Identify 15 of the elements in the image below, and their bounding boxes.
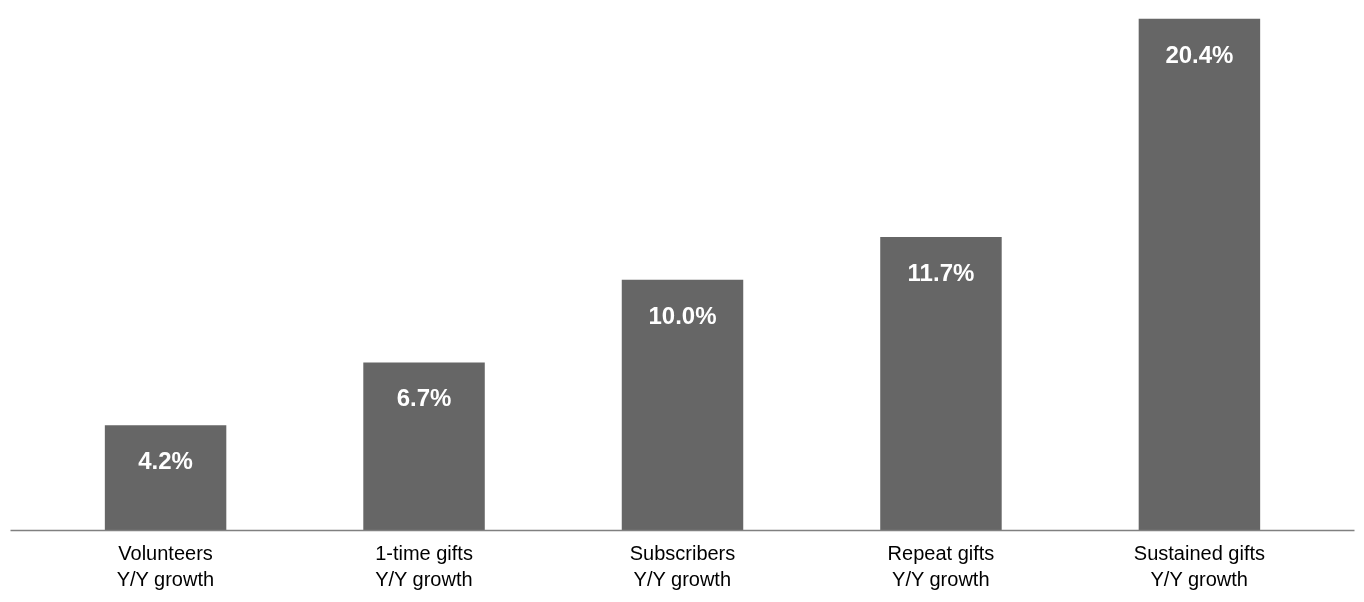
x-tick-label: Repeat gifts Y/Y growth — [887, 541, 995, 590]
data-label: 10.0% — [648, 301, 717, 329]
x-tick-label: 1-time gifts Y/Y growth — [375, 541, 473, 590]
x-tick-label: Sustained gifts Y/Y growth — [1133, 541, 1266, 590]
x-tick-label: Subscribers Y/Y growth — [629, 541, 736, 590]
data-label: 11.7% — [907, 258, 975, 286]
bar — [104, 425, 227, 531]
bar — [880, 236, 1002, 531]
bar — [363, 362, 485, 531]
x-tick-label: Volunteers Y/Y growth — [116, 541, 215, 590]
bar — [621, 279, 744, 531]
data-label: 20.4% — [1165, 40, 1234, 68]
data-label: 4.2% — [138, 447, 193, 475]
bar — [1138, 18, 1261, 531]
data-label: 6.7% — [396, 384, 452, 412]
